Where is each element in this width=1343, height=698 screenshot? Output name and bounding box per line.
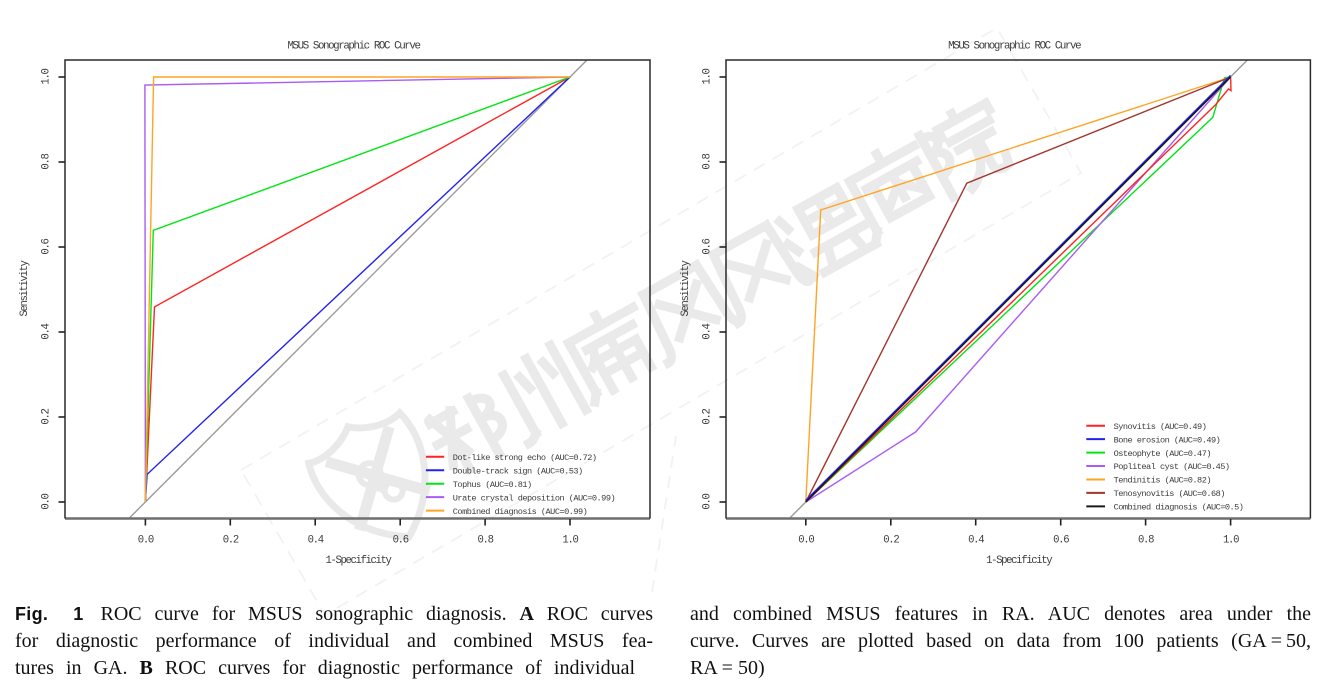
svg-text:0.4: 0.4	[968, 535, 984, 547]
svg-text:Combined diagnosis (AUC=0.99): Combined diagnosis (AUC=0.99)	[453, 507, 587, 517]
svg-text:Popliteal cyst (AUC=0.45): Popliteal cyst (AUC=0.45)	[1114, 462, 1230, 472]
svg-text:0.4: 0.4	[702, 323, 714, 339]
svg-text:Combined diagnosis (AUC=0.5): Combined diagnosis (AUC=0.5)	[1114, 503, 1244, 513]
svg-text:0.8: 0.8	[41, 153, 53, 169]
svg-text:0.0: 0.0	[41, 493, 53, 509]
svg-text:0.4: 0.4	[41, 323, 53, 339]
svg-text:MSUS Sonographic ROC Curve: MSUS Sonographic ROC Curve	[948, 41, 1081, 53]
svg-text:Tenosynovitis (AUC=0.68): Tenosynovitis (AUC=0.68)	[1114, 489, 1225, 499]
svg-text:Sensitivity: Sensitivity	[19, 260, 31, 316]
svg-text:Synovitis (AUC=0.49): Synovitis (AUC=0.49)	[1114, 422, 1207, 432]
svg-text:0.6: 0.6	[41, 238, 53, 254]
svg-text:1-Specificity: 1-Specificity	[986, 555, 1052, 567]
svg-text:Tendinitis (AUC=0.82): Tendinitis (AUC=0.82)	[1114, 476, 1211, 486]
svg-text:0.6: 0.6	[1053, 535, 1069, 547]
svg-text:0.2: 0.2	[223, 535, 239, 547]
svg-text:1.0: 1.0	[41, 68, 53, 84]
svg-text:0.4: 0.4	[308, 535, 324, 547]
svg-text:0.2: 0.2	[702, 408, 714, 424]
svg-text:Dot-like strong echo (AUC=0.72: Dot-like strong echo (AUC=0.72)	[453, 453, 597, 463]
svg-text:0.6: 0.6	[393, 535, 409, 547]
svg-text:0.2: 0.2	[41, 408, 53, 424]
svg-text:0.8: 0.8	[478, 535, 494, 547]
svg-text:0.8: 0.8	[1138, 535, 1154, 547]
svg-text:Urate crystal deposition (AUC=: Urate crystal deposition (AUC=0.99)	[453, 493, 615, 503]
svg-text:0.0: 0.0	[798, 535, 814, 547]
svg-text:Tophus (AUC=0.81): Tophus (AUC=0.81)	[453, 480, 532, 490]
svg-text:Double-track sign (AUC=0.53): Double-track sign (AUC=0.53)	[453, 466, 583, 476]
svg-text:MSUS Sonographic ROC Curve: MSUS Sonographic ROC Curve	[287, 41, 420, 53]
svg-text:0.6: 0.6	[702, 238, 714, 254]
svg-text:1.0: 1.0	[562, 535, 578, 547]
svg-text:0.2: 0.2	[883, 535, 899, 547]
svg-text:1-Specificity: 1-Specificity	[325, 555, 391, 567]
svg-text:Bone erosion (AUC=0.49): Bone erosion (AUC=0.49)	[1114, 435, 1221, 445]
svg-text:1.0: 1.0	[1223, 535, 1239, 547]
svg-text:Sensitivity: Sensitivity	[680, 260, 692, 316]
svg-text:0.8: 0.8	[702, 153, 714, 169]
svg-text:Osteophyte (AUC=0.47): Osteophyte (AUC=0.47)	[1114, 449, 1211, 459]
svg-text:0.0: 0.0	[138, 535, 154, 547]
svg-text:1.0: 1.0	[702, 68, 714, 84]
svg-text:0.0: 0.0	[702, 493, 714, 509]
